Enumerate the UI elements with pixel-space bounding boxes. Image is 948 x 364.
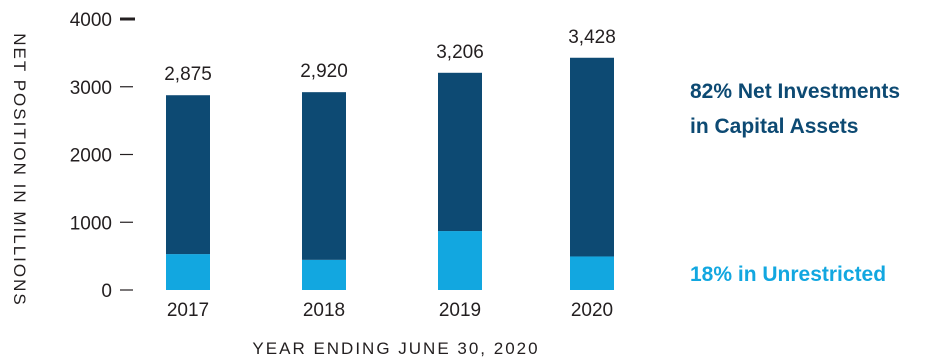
x-tick-label: 2019	[439, 300, 481, 321]
total-label: 3,428	[568, 27, 616, 48]
y-axis: 0 1000 2000 3000 4000	[70, 10, 135, 302]
total-label: 2,875	[164, 64, 212, 85]
legend-unrestricted: 18% in Unrestricted	[690, 263, 886, 286]
total-label: 3,206	[436, 42, 484, 63]
bar-unrestricted	[166, 254, 210, 290]
y-tick-label: 4000	[70, 10, 112, 31]
y-tick-label: 1000	[70, 213, 112, 234]
x-tick-label: 2020	[571, 300, 613, 321]
bar-unrestricted	[302, 259, 346, 290]
legend-capital-assets-line1: 82% Net Investments	[690, 80, 900, 103]
bar-capital-assets	[438, 72, 482, 232]
x-axis-title: YEAR ENDING JUNE 30, 2020	[252, 339, 539, 358]
legend-capital-assets-line2: in Capital Assets	[690, 115, 858, 138]
x-tick-label: 2017	[167, 300, 209, 321]
x-tick-label: 2018	[303, 300, 345, 321]
x-axis-labels: 2017 2018 2019 2020	[167, 300, 613, 321]
bar-unrestricted	[438, 231, 482, 290]
total-label: 2,920	[300, 61, 348, 82]
y-tick-label: 3000	[70, 78, 112, 99]
y-tick-label: 0	[101, 281, 112, 302]
total-labels: 2,875 2,920 3,206 3,428	[164, 27, 616, 85]
bar-capital-assets	[302, 92, 346, 260]
bar-capital-assets	[166, 95, 210, 255]
bars	[166, 57, 614, 290]
y-tick-label: 2000	[70, 146, 112, 167]
y-axis-title: NET POSITION IN MILLIONS	[10, 33, 29, 306]
bar-unrestricted	[570, 256, 614, 290]
bar-capital-assets	[570, 57, 614, 257]
